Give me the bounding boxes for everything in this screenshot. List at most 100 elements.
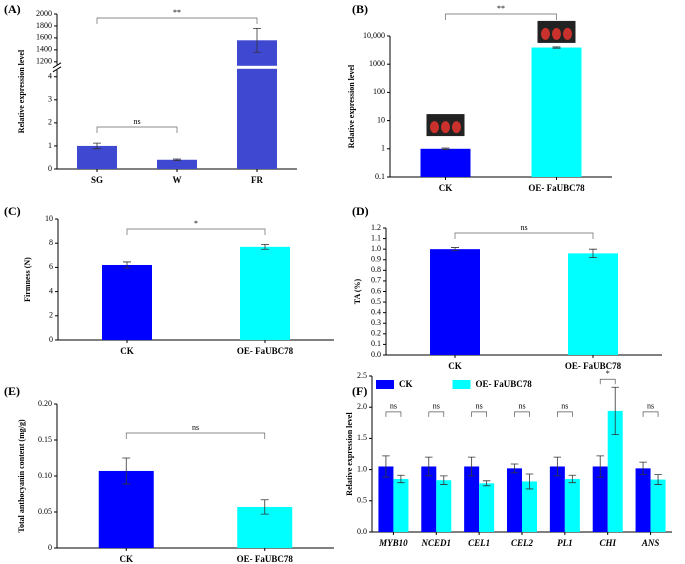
fruit <box>563 27 572 40</box>
significance-bracket <box>471 411 487 417</box>
x-tick-label: OE- FaUBC78 <box>237 554 294 564</box>
y-tick-label: 1.0 <box>371 244 381 253</box>
significance-bracket <box>599 378 616 385</box>
significance-label: ns <box>518 402 525 411</box>
y-tick-label: 1.1 <box>371 233 381 242</box>
significance-label: * <box>606 369 610 378</box>
error-bar <box>525 473 534 490</box>
y-tick-label: 0.4 <box>371 307 381 316</box>
x-tick-label: SG <box>91 175 103 185</box>
error-bar <box>253 27 261 53</box>
error-bar <box>261 244 269 250</box>
y-tick-label: 0.7 <box>371 276 381 285</box>
x-tick-label: OE- FaUBC78 <box>528 183 585 193</box>
y-tick-label: 6 <box>49 262 53 271</box>
y-axis-title: Total anthocyanin content (mg/g) <box>17 419 26 533</box>
fruit <box>430 121 439 134</box>
bar <box>549 466 565 532</box>
x-tick-label: PL1 <box>557 538 573 548</box>
x-tick-label: CEL2 <box>511 538 534 548</box>
panel-label: (B) <box>352 2 368 16</box>
y-tick-label: 0.0 <box>357 527 367 536</box>
bar <box>77 145 117 169</box>
bar <box>378 466 394 532</box>
y-tick-label: 1800 <box>36 21 52 30</box>
panel-label: (F) <box>352 384 367 398</box>
significance-bracket <box>126 228 266 235</box>
x-tick-label: CK <box>439 183 453 193</box>
y-tick-label: 100 <box>373 87 385 96</box>
x-tick-label: CK <box>120 554 134 564</box>
significance-label: ns <box>433 402 440 411</box>
bar <box>650 479 666 532</box>
fruit <box>552 27 561 40</box>
y-tick-label: 0.5 <box>371 297 381 306</box>
bar <box>436 480 452 532</box>
bar <box>564 478 580 532</box>
bar <box>479 483 495 532</box>
bar <box>635 468 651 532</box>
significance-bracket <box>96 126 178 133</box>
error-bar <box>654 474 662 485</box>
x-tick-label: CEL1 <box>468 538 490 548</box>
y-tick-label: 0.9 <box>371 255 381 264</box>
panel-label: (C) <box>4 204 21 218</box>
x-tick-label: OE- FaUBC78 <box>237 346 294 356</box>
significance-bracket <box>445 13 557 20</box>
y-tick-label: 3 <box>48 95 52 104</box>
bar <box>237 40 277 169</box>
error-bar <box>639 461 647 475</box>
legend-label: OE- FaUBC78 <box>476 379 533 389</box>
error-bar <box>510 463 519 474</box>
error-bar <box>425 456 433 477</box>
significance-label: ns <box>133 117 140 126</box>
panel-label: (A) <box>4 2 21 16</box>
y-tick-label: 0 <box>48 543 52 552</box>
error-bar <box>451 247 459 252</box>
significance-label: ns <box>476 402 483 411</box>
error-bar <box>122 457 131 485</box>
y-tick-label: 4 <box>49 286 53 295</box>
y-tick-label: 0.05 <box>38 507 52 516</box>
error-bar <box>397 474 405 484</box>
error-bar <box>467 456 476 477</box>
bar <box>157 159 197 169</box>
y-axis-title: TA (%) <box>353 278 362 304</box>
x-tick-label: CHI <box>599 538 616 548</box>
y-tick-label: 0.15 <box>38 435 52 444</box>
y-tick-label: 1 <box>381 144 385 153</box>
y-tick-label: 1200 <box>36 57 52 66</box>
y-tick-label: 10 <box>45 214 53 223</box>
significance-label: ** <box>173 8 181 17</box>
y-tick-label: 2 <box>48 118 52 127</box>
error-bar <box>568 474 577 484</box>
y-axis-title: Relative expression level <box>17 49 26 133</box>
bar <box>522 481 537 532</box>
y-tick-label: 0.20 <box>38 399 52 408</box>
y-tick-label: 1000 <box>369 59 385 68</box>
y-tick-label: 10,000 <box>363 31 385 40</box>
legend-swatch <box>452 380 471 389</box>
y-tick-label: 2.5 <box>357 371 367 380</box>
error-bar <box>441 147 450 150</box>
bar <box>568 253 618 355</box>
y-tick-label: 0.10 <box>38 471 52 480</box>
error-bar <box>382 455 390 478</box>
bar <box>464 466 480 532</box>
bar <box>531 47 582 177</box>
x-tick-label: FR <box>251 175 263 185</box>
y-tick-label: 1600 <box>36 33 52 42</box>
bar <box>607 410 623 532</box>
error-bar <box>93 142 101 150</box>
significance-bracket <box>557 411 573 417</box>
panel-label: (D) <box>352 204 369 218</box>
y-tick-label: 0.5 <box>357 496 367 505</box>
significance-bracket <box>96 17 258 24</box>
significance-bracket <box>514 411 530 417</box>
y-tick-label: 8 <box>49 238 53 247</box>
x-tick-label: MYB10 <box>378 538 408 548</box>
error-bar <box>596 455 604 478</box>
significance-bracket <box>125 432 266 439</box>
error-bar <box>611 386 619 436</box>
x-tick-label: CK <box>120 346 134 356</box>
